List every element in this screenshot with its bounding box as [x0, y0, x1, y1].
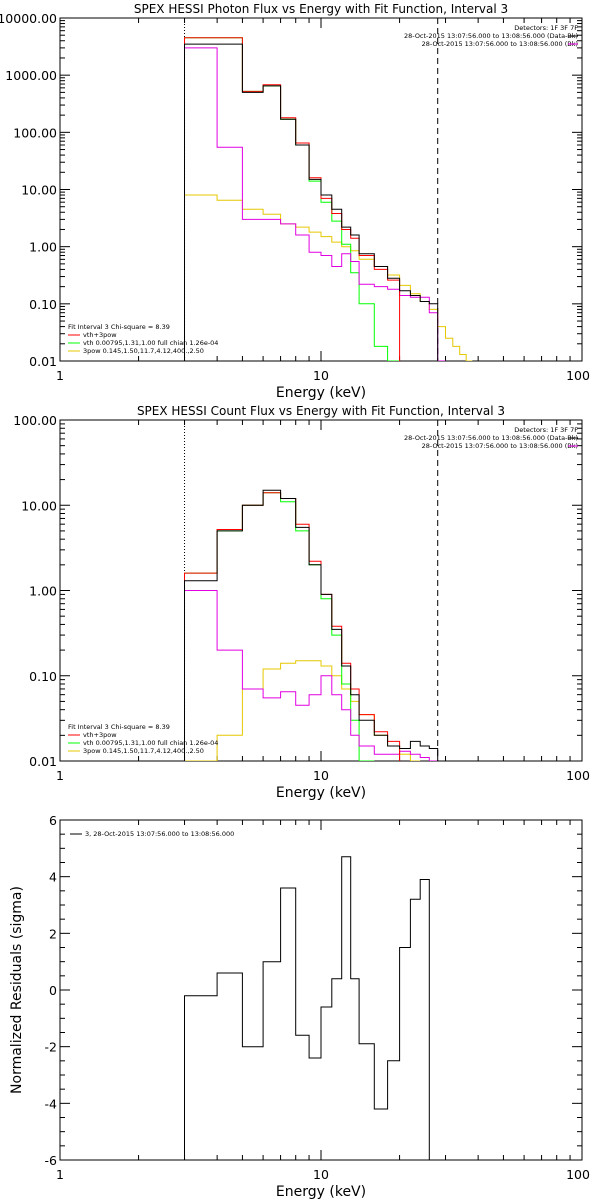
y-tick-label: 1.00 [29, 240, 57, 255]
y-tick-label: 0.10 [29, 297, 57, 312]
x-tick-label: 10 [313, 768, 329, 783]
legend-entry: vth 0.00795,1.31,1.00 full chian 1.26e-0… [83, 739, 218, 747]
x-axis-label: Energy (keV) [276, 785, 366, 801]
series-bk-line [184, 47, 446, 361]
y-axis-label: Normalized Residuals (sigma) [9, 886, 25, 1094]
series-data-bk-line [184, 489, 439, 761]
x-tick-label: 100 [566, 368, 590, 383]
y-tick-label: 4 [49, 870, 57, 885]
chart-title: SPEX HESSI Photon Flux vs Energy with Fi… [134, 2, 508, 16]
legend-title: Fit Interval 3 Chi-square = 8.39 [68, 323, 170, 331]
series-residuals-line [184, 856, 438, 1160]
series-group [184, 37, 473, 361]
info-line: 28-Oct-2015 13:07:56.000 to 13:08:56.000… [422, 40, 578, 48]
info-line: 28-Oct-2015 13:07:56.000 to 13:08:56.000… [422, 442, 578, 450]
series-3pow-line [184, 660, 421, 761]
y-tick-label: 10.00 [21, 183, 57, 198]
x-axis-label: Energy (keV) [276, 385, 366, 401]
x-tick-label: 1 [56, 1167, 64, 1182]
series-3pow-line [184, 194, 473, 361]
legend-title: Fit Interval 3 Chi-square = 8.39 [68, 723, 170, 731]
info-line: 28-Oct-2015 13:07:56.000 to 13:08:56.000… [404, 434, 578, 442]
legend-entry: vth+3pow [83, 331, 117, 339]
x-tick-label: 100 [566, 768, 590, 783]
y-tick-label: 0 [49, 983, 57, 998]
plot-frame [59, 819, 583, 1161]
panel-3: 1 10 100 -6 -4 -2 0 2 4 6 Energy (keV) Normalized R… [9, 813, 590, 1200]
legend-entry: 3pow 0.145,1.50,11.7,4.12,400.,2.50 [83, 347, 204, 355]
legend: 3, 28-Oct-2015 13:07:56.000 to 13:08:56.… [70, 830, 234, 838]
y-tick-label: 100.00 [13, 413, 57, 428]
series-bk-line [184, 590, 438, 761]
legend-entry: 3, 28-Oct-2015 13:07:56.000 to 13:08:56.… [85, 830, 234, 838]
y-tick-label: 6 [49, 813, 57, 828]
y-tick-label: 10.00 [21, 498, 57, 513]
x-tick-label: 10 [313, 1167, 329, 1182]
info-line: Detectors: 1F 3F 7F [514, 426, 578, 434]
info-line: 28-Oct-2015 13:07:56.000 to 13:08:56.000… [404, 32, 578, 40]
y-tick-label: 0.10 [29, 669, 57, 684]
series-group [184, 489, 439, 761]
series-vth-line [184, 492, 375, 761]
legend-entry: 3pow 0.145,1.50,11.7,4.12,400.,2.50 [83, 747, 204, 755]
y-tick-label: 0.01 [29, 354, 57, 369]
y-tick-label: 0.01 [29, 754, 57, 769]
panel-1: SPEX HESSI Photon Flux vs Energy with Fi… [0, 2, 590, 401]
x-tick-label: 1 [56, 768, 64, 783]
x-tick-label: 1 [56, 368, 64, 383]
x-tick-label: 10 [313, 368, 329, 383]
y-tick-label: -2 [45, 1040, 57, 1055]
y-tick-label: -6 [45, 1153, 58, 1168]
legend-entry: vth+3pow [83, 731, 117, 739]
series-group [184, 856, 438, 1160]
panel-2: SPEX HESSI Count Flux vs Energy with Fit… [13, 404, 590, 801]
legend: Fit Interval 3 Chi-square = 8.39vth+3pow… [68, 323, 218, 355]
legend-entry: vth 0.00795,1.31,1.00 full chian 1.26e-0… [83, 339, 218, 347]
x-axis-label: Energy (keV) [276, 1184, 366, 1200]
y-tick-label: 100.00 [13, 125, 57, 140]
y-tick-label: 10000.00 [0, 11, 57, 26]
info-line: Detectors: 1F 3F 7F [514, 24, 578, 32]
legend: Fit Interval 3 Chi-square = 8.39vth+3pow… [68, 723, 218, 755]
y-tick-label: 1000.00 [5, 68, 57, 83]
y-tick-label: 2 [49, 926, 57, 941]
y-tick-label: 1.00 [29, 584, 57, 599]
x-tick-label: 100 [566, 1167, 590, 1182]
series-data-bk-line [184, 43, 439, 361]
y-tick-label: -4 [45, 1096, 58, 1111]
chart-title: SPEX HESSI Count Flux vs Energy with Fit… [137, 404, 505, 418]
